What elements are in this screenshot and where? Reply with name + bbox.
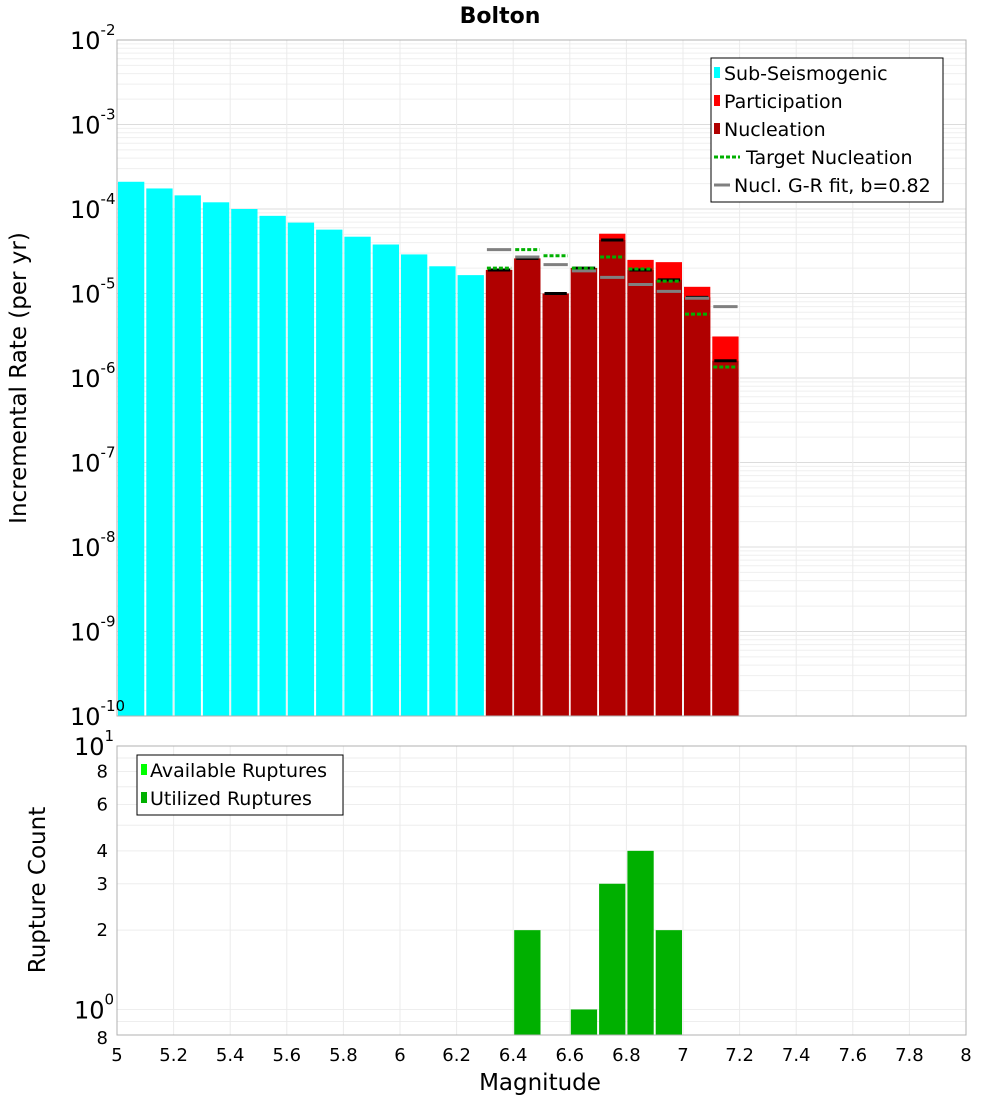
x-tick-label: 5.4 [216,1045,245,1066]
sub-seismogenic-bar [316,229,343,716]
rate-legend-box [710,57,944,203]
rate-legend: Sub-Seismogenic Participation Nucleation… [710,57,944,203]
x-ticks: 5 5.2 5.4 5.6 5.8 6 6.2 6.4 6.6 6.8 7 7.2 7.4 7.6 7.8 8 [111,1045,971,1066]
count-y-tick-label: 4 [97,841,108,862]
rate-y-tick-label: 10-10 [70,697,125,731]
count-y-tick-label: 2 [97,920,108,941]
x-tick-label: 7.2 [725,1045,754,1066]
nucleation-bar [514,258,541,716]
legend-swatch-utilized [141,792,147,803]
legend-label-participation: Participation [724,91,843,113]
legend-label-utilized: Utilized Ruptures [150,788,312,810]
x-tick-label: 7.8 [895,1045,924,1066]
count-y-tick-label: 101 [74,727,114,761]
nucleation-bar [542,293,569,716]
sub-seismogenic-bar [174,195,201,717]
count-y-tick-label: 8 [97,1028,108,1049]
x-tick-label: 6 [394,1045,405,1066]
count-panel: 8 2 3 4 6 8 100 101 5 5.2 5.4 5.6 5.8 6 6.2 6.4 6.6 6.8 7… [25,727,972,1096]
x-tick-label: 7 [677,1045,688,1066]
count-bars [514,850,682,1035]
sub-seismogenic-bar [146,188,173,717]
sub-seismogenic-bar [287,222,315,716]
sub-seismogenic-bar [118,181,145,717]
x-axis-title: Magnitude [479,1070,601,1096]
legend-label-nucleation: Nucleation [724,119,826,141]
count-y-ticks: 8 2 3 4 6 8 100 101 [74,727,114,1049]
count-y-tick-label: 100 [74,990,114,1024]
x-tick-label: 7.4 [782,1045,811,1066]
x-tick-label: 6.8 [612,1045,641,1066]
nucleation-bar [655,279,682,716]
legend-label-target-nucleation: Target Nucleation [745,147,913,169]
legend-label-sub-seismogenic: Sub-Seismogenic [724,63,888,85]
rate-y-tick-label: 10-8 [70,528,116,562]
x-tick-label: 5.2 [159,1045,188,1066]
legend-label-gr-fit: Nucl. G-R fit, b=0.82 [734,175,931,197]
legend-swatch-sub-seismogenic [714,67,720,78]
legend-label-available: Available Ruptures [150,760,327,782]
x-tick-label: 5.8 [329,1045,358,1066]
legend-swatch-participation [714,95,720,106]
count-y-tick-label: 3 [97,874,108,895]
sub-seismogenic-bar [259,215,286,717]
nucleation-bar [485,269,513,716]
x-tick-label: 6.2 [442,1045,471,1066]
count-plot-frame [116,745,967,1036]
nucleation-bar [627,269,654,716]
utilized-rupture-bar [599,883,626,1035]
count-y-tick-label: 6 [97,794,108,815]
nucleation-bar [570,268,598,716]
nucleation-bar [712,360,739,716]
rate-y-tick-label: 10-6 [70,359,116,393]
rate-y-tick-label: 10-9 [70,613,116,647]
nucleation-bar [684,297,711,716]
chart-title: Bolton [460,4,541,29]
rate-y-axis-title: Incremental Rate (per yr) [6,232,32,524]
count-y-tick-label: 8 [97,762,108,783]
sub-seismogenic-bar [344,236,371,716]
utilized-rupture-bar [655,930,682,1035]
sub-seismogenic-bar [372,244,399,716]
x-tick-label: 8 [960,1045,971,1066]
sub-seismogenic-bar [401,254,428,716]
x-tick-label: 6.6 [555,1045,584,1066]
rate-y-ticks: 10-10 10-9 10-8 10-7 10-6 10-5 10-4 10-3 10-2 [70,21,125,731]
x-tick-label: 5 [111,1045,122,1066]
rate-y-tick-label: 10-5 [70,275,116,309]
count-y-axis-title: Rupture Count [25,807,51,973]
rate-grid [116,40,967,717]
x-tick-label: 6.4 [499,1045,528,1066]
x-tick-label: 5.6 [272,1045,301,1066]
sub-seismogenic-bar [429,266,456,716]
sub-seismogenic-bar [231,209,258,716]
rate-y-tick-label: 10-7 [70,444,116,478]
rate-bars [118,181,739,717]
count-legend: Available Ruptures Utilized Ruptures [136,754,344,816]
sub-seismogenic-bar [457,275,484,716]
utilized-rupture-bar [514,930,541,1035]
x-tick-label: 7.6 [838,1045,867,1066]
count-legend-box [136,754,344,816]
rate-y-tick-label: 10-2 [70,21,116,55]
rate-panel: 10-10 10-9 10-8 10-7 10-6 10-5 10-4 10-3 10-2 In… [6,21,967,731]
rate-y-tick-label: 10-4 [70,190,116,224]
sub-seismogenic-bar [202,202,230,716]
legend-swatch-nucleation [714,123,720,134]
rate-plot-frame [116,39,967,717]
rate-y-tick-label: 10-3 [70,106,116,140]
utilized-rupture-bar [627,850,654,1035]
rate-lines [486,238,738,369]
nucleation-bar [599,239,626,716]
legend-swatch-available [141,764,147,775]
utilized-rupture-bar [570,1009,598,1035]
